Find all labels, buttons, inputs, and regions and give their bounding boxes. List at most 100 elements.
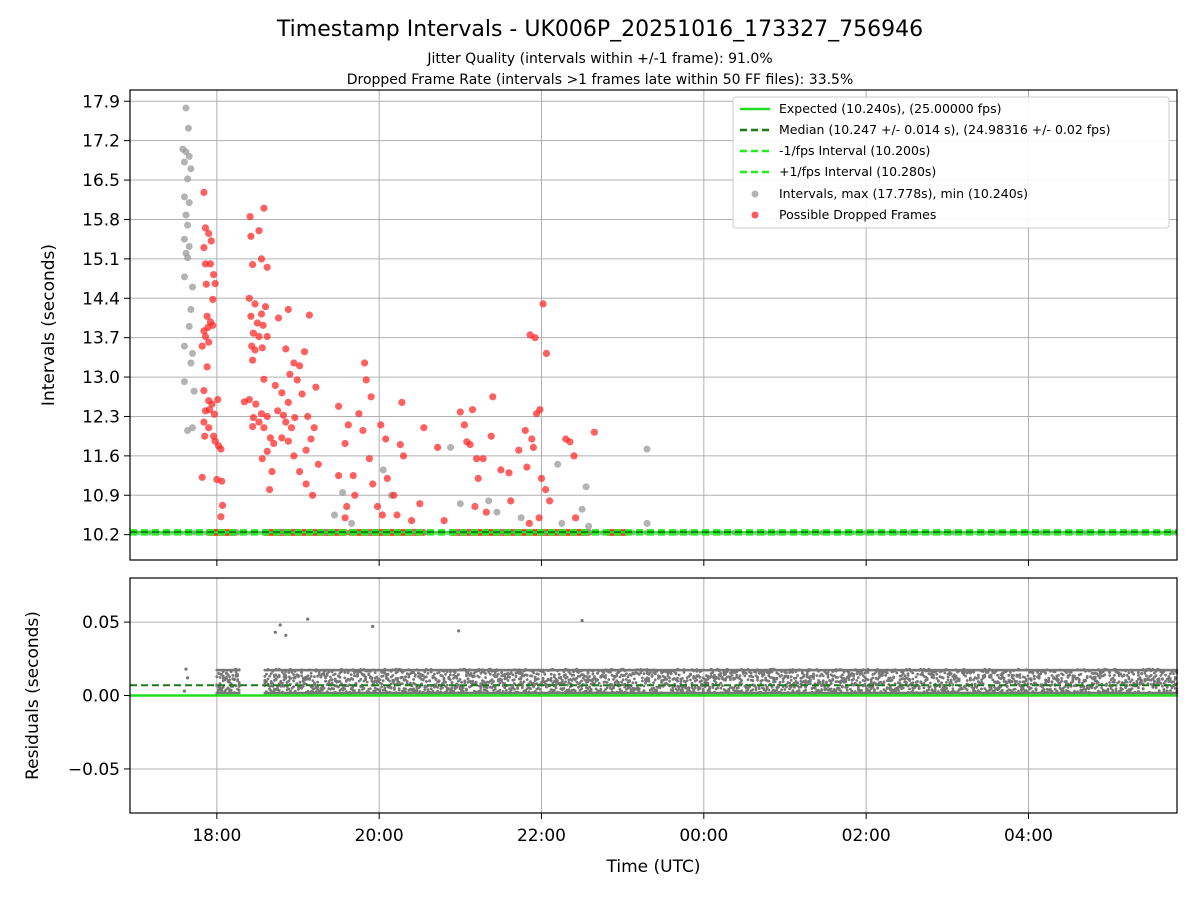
intervals-x-ticks: [216, 560, 1029, 566]
residual-point: [701, 687, 705, 691]
residual-point: [231, 674, 235, 677]
residual-point: [388, 679, 391, 683]
residual-point: [986, 671, 990, 674]
residual-point: [356, 674, 359, 678]
residual-point: [1026, 674, 1030, 678]
residual-point: [580, 687, 583, 691]
residual-point: [653, 678, 657, 682]
residual-point: [700, 679, 703, 682]
residual-point: [879, 680, 883, 684]
residual-point: [1055, 689, 1059, 693]
dropped-frame-point: [487, 432, 495, 440]
residual-point: [396, 676, 399, 680]
residual-point: [293, 676, 297, 680]
dropped-frame-point: [408, 517, 416, 525]
interval-point: [554, 460, 562, 468]
residual-point: [642, 689, 646, 693]
residual-point: [596, 678, 599, 682]
residual-point: [228, 675, 232, 679]
residual-point: [469, 672, 473, 675]
residual-point: [804, 688, 807, 692]
residual-point: [549, 672, 553, 676]
residual-point: [404, 675, 407, 679]
residual-point: [1031, 672, 1035, 675]
dropped-frame-point: [312, 383, 320, 391]
residual-point: [932, 673, 935, 677]
residual-outlier-point: [580, 619, 584, 623]
residual-point: [901, 686, 905, 690]
residual-point: [740, 679, 743, 682]
residual-point: [711, 671, 715, 674]
residual-point: [484, 672, 487, 675]
residual-outlier-point: [182, 689, 186, 693]
residual-point: [876, 677, 879, 681]
dropped-frame-point: [255, 227, 263, 235]
residual-point: [1025, 677, 1028, 681]
dropped-frame-point: [249, 356, 257, 364]
residual-point: [529, 687, 532, 691]
residual-point: [751, 679, 755, 682]
residual-point: [458, 678, 462, 681]
residual-point: [765, 685, 769, 689]
residual-point: [237, 685, 241, 688]
residual-point: [767, 688, 771, 692]
dropped-frame-point: [268, 468, 276, 476]
residual-point: [922, 681, 926, 685]
residual-point: [1165, 685, 1169, 689]
residual-point: [1132, 672, 1135, 676]
residual-point: [1050, 683, 1054, 686]
dropped-frame-point: [218, 477, 226, 485]
dropped-frame-point: [344, 421, 352, 429]
residual-point: [1103, 673, 1107, 677]
residual-point: [386, 677, 390, 681]
residual-outlier-point: [186, 676, 190, 680]
residual-point: [641, 676, 644, 680]
dropped-frame-point: [217, 513, 225, 521]
residual-point: [1007, 674, 1011, 677]
residual-point: [332, 687, 335, 691]
dropped-frame-point: [341, 514, 349, 522]
residual-point: [889, 686, 892, 689]
residual-point: [484, 676, 487, 679]
interval-point: [185, 152, 193, 160]
residual-point: [687, 686, 691, 690]
interval-point: [493, 508, 501, 516]
dropped-frame-point: [533, 410, 541, 418]
dropped-frame-point: [260, 375, 268, 383]
residual-point: [844, 680, 847, 683]
residual-point: [813, 686, 817, 690]
residual-point: [575, 676, 579, 680]
residual-point: [964, 674, 967, 678]
residual-point: [821, 674, 825, 678]
dropped-frame-point: [367, 393, 375, 401]
dropped-frame-point: [505, 469, 513, 477]
time-x-tick-label: 00:00: [679, 826, 728, 846]
residuals-y-ticks: 0.050.00−0.05: [68, 613, 130, 780]
residual-point: [989, 687, 993, 691]
dropped-frame-point: [537, 474, 546, 482]
residual-point: [973, 682, 977, 686]
residual-point: [317, 670, 321, 674]
residual-point: [634, 681, 638, 685]
residual-point: [500, 671, 503, 675]
dropped-frame-point: [572, 514, 580, 522]
interval-point: [447, 443, 455, 451]
residual-point: [455, 686, 459, 689]
residual-point: [650, 675, 654, 678]
interval-point: [180, 273, 188, 281]
residual-point: [695, 678, 699, 682]
residual-point: [1050, 674, 1054, 677]
residual-point: [477, 675, 481, 679]
residual-point: [314, 684, 318, 687]
residual-point: [1127, 671, 1131, 675]
residual-point: [993, 671, 996, 675]
residual-point: [847, 678, 851, 682]
residual-point: [449, 678, 452, 681]
residual-point: [1012, 677, 1015, 681]
residual-point: [554, 686, 558, 690]
dropped-frame-point: [542, 349, 551, 357]
residual-point: [329, 675, 332, 679]
residual-point: [989, 673, 993, 677]
time-x-tick-label: 04:00: [1004, 826, 1053, 846]
residual-point: [492, 680, 495, 683]
